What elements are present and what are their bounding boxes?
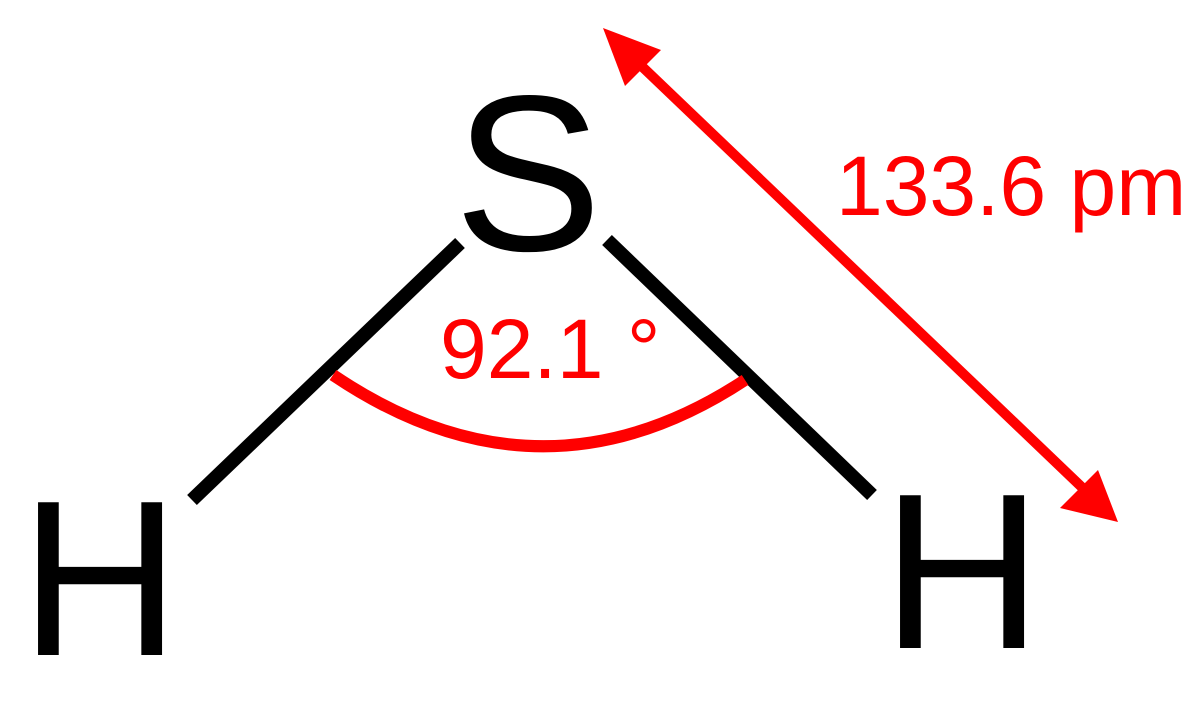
bond-s-h-right bbox=[602, 234, 877, 501]
bond-angle-arc bbox=[329, 370, 749, 453]
arrowhead-bottom-icon bbox=[1060, 470, 1118, 522]
bond-length-arrow-shaft bbox=[626, 51, 1094, 499]
atom-hydrogen-left: H bbox=[20, 455, 180, 701]
arrowhead-top-icon bbox=[603, 28, 661, 86]
atom-sulfur: S bbox=[454, 50, 602, 298]
bond-length-label: 133.6 pm bbox=[836, 139, 1186, 233]
atom-hydrogen-right: H bbox=[882, 448, 1042, 696]
bond-s-h-left bbox=[187, 237, 465, 506]
bond-angle-label: 92.1 ° bbox=[440, 302, 660, 396]
